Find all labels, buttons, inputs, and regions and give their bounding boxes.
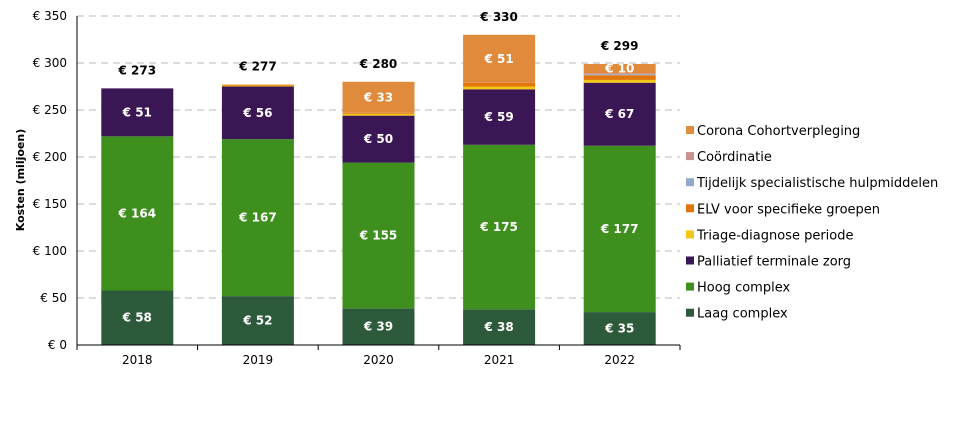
legend-swatch [686, 204, 694, 213]
y-tick-label: € 150 [33, 197, 67, 211]
bar-segment [463, 144, 536, 310]
y-axis-label: Kosten (miljoen) [14, 129, 27, 232]
bar-segment [101, 290, 174, 345]
data-label: € 39 [363, 320, 393, 334]
bar-segment [342, 112, 415, 114]
data-label: € 177 [600, 222, 639, 236]
bar-segment [101, 88, 174, 137]
bar-segment [463, 309, 536, 345]
y-tick-label: € 200 [33, 150, 67, 164]
data-label: € 51 [483, 52, 513, 66]
legend-swatch [686, 308, 694, 317]
y-tick-label: € 350 [33, 9, 67, 23]
legend-swatch [686, 230, 694, 239]
data-label: € 52 [242, 314, 272, 328]
bar-segment [342, 81, 415, 113]
data-label: € 59 [483, 110, 513, 124]
bar-segment [463, 34, 536, 83]
legend-swatch [686, 256, 694, 265]
data-label: € 58 [122, 311, 152, 325]
bar-segment [583, 63, 656, 74]
legend-label: Corona Cohortverpleging [697, 124, 860, 139]
x-tick-label: 2018 [122, 353, 153, 367]
total-label: € 280 [359, 57, 398, 71]
x-tick-label: 2021 [484, 353, 515, 367]
bar-segment [583, 75, 656, 80]
total-label: € 330 [479, 10, 518, 24]
bar-segment [463, 82, 536, 87]
axes [76, 16, 681, 350]
y-tick-label: € 0 [48, 338, 67, 352]
x-tick-label: 2020 [363, 353, 394, 367]
bar-segment [342, 162, 415, 309]
bar-segment [221, 296, 294, 345]
legend-label: Coördinatie [697, 150, 772, 165]
bar-segment [221, 139, 294, 297]
bar-segment [583, 79, 656, 83]
legend-label: Tijdelijk specialistische hulpmiddelen [696, 176, 938, 191]
bars: € 58 € 164 € 51 € 273 € 52 € 167 € 56 € 277 € 39… [101, 10, 656, 345]
x-tick-label: 2019 [243, 353, 274, 367]
data-label: € 35 [604, 322, 634, 336]
legend-label: Laag complex [697, 307, 788, 322]
data-label: € 67 [604, 107, 634, 121]
legend-label: Hoog complex [697, 281, 790, 296]
bar-segment [583, 73, 656, 75]
data-label: € 33 [363, 90, 393, 104]
x-tick-label: 2022 [604, 353, 635, 367]
legend-swatch [686, 126, 694, 134]
bar-segment [101, 136, 174, 291]
bar-segment [583, 74, 656, 76]
data-label: € 10 [604, 62, 634, 76]
data-label: € 56 [242, 106, 272, 120]
data-label: € 51 [122, 105, 152, 119]
legend-label: Palliatief terminale zorg [697, 255, 851, 270]
bar-segment [221, 85, 294, 87]
bar-segment [463, 89, 536, 145]
legend-swatch [686, 152, 694, 161]
bar-segment [583, 312, 656, 345]
data-label: € 175 [479, 220, 518, 234]
y-tick-label: € 300 [33, 56, 67, 70]
x-axis-ticks: 2018 2019 2020 2021 2022 [122, 353, 635, 367]
bar-segment [221, 86, 294, 140]
legend-swatch [686, 282, 694, 291]
y-tick-label: € 250 [33, 103, 67, 117]
y-axis-ticks: € 0 € 50 € 100 € 150 € 200 € 250 € 300 € 350 [33, 9, 67, 352]
legend-label: ELV voor specifieke groepen [697, 202, 880, 217]
data-label: € 50 [363, 132, 393, 146]
data-label: € 38 [483, 320, 513, 334]
y-tick-label: € 100 [33, 244, 67, 258]
data-label: € 155 [359, 228, 398, 242]
bar-segment [583, 82, 656, 146]
data-label: € 164 [118, 206, 157, 220]
legend-swatch [686, 178, 694, 187]
bar-segment [221, 84, 294, 86]
y-tick-label: € 50 [40, 291, 67, 305]
legend: Corona Cohortverpleging Coördinatie Tijdel… [686, 124, 938, 322]
bar-segment [342, 113, 415, 116]
bar-segment [583, 145, 656, 313]
bar-segment [342, 115, 415, 163]
data-label: € 167 [238, 211, 277, 225]
total-label: € 273 [118, 63, 157, 77]
total-label: € 299 [600, 39, 639, 53]
bar-segment [463, 86, 536, 90]
legend-label: Triage-diagnose periode [696, 228, 853, 243]
bar-segment [342, 308, 415, 345]
total-label: € 277 [238, 60, 277, 74]
